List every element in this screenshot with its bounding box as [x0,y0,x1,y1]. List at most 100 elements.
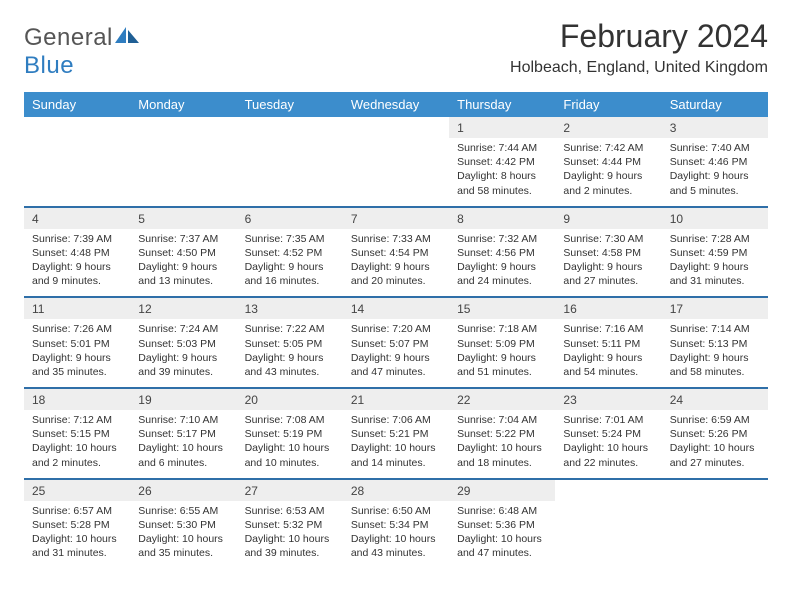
daylight-line2: and 22 minutes. [563,456,653,470]
day-number-cell: 11 [24,298,130,319]
day-number-cell: 24 [662,389,768,410]
day-info-cell: Sunrise: 6:48 AMSunset: 5:36 PMDaylight:… [449,501,555,569]
day-number-cell: 26 [130,480,236,501]
day-info-cell: Sunrise: 7:04 AMSunset: 5:22 PMDaylight:… [449,410,555,478]
sunset-text: Sunset: 5:05 PM [245,337,335,351]
month-title: February 2024 [510,18,768,55]
sunrise-text: Sunrise: 7:24 AM [138,322,228,336]
sunset-text: Sunset: 5:30 PM [138,518,228,532]
day-info-cell [24,138,130,206]
daylight-line1: Daylight: 9 hours [563,351,653,365]
day-info-cell: Sunrise: 7:22 AMSunset: 5:05 PMDaylight:… [237,319,343,387]
day-info-cell [662,501,768,569]
location-text: Holbeach, England, United Kingdom [510,59,768,77]
sunrise-text: Sunrise: 7:35 AM [245,232,335,246]
sunrise-text: Sunrise: 7:42 AM [563,141,653,155]
day-info-cell: Sunrise: 7:14 AMSunset: 5:13 PMDaylight:… [662,319,768,387]
day-info-row: Sunrise: 7:26 AMSunset: 5:01 PMDaylight:… [24,319,768,387]
sunrise-text: Sunrise: 6:48 AM [457,504,547,518]
daylight-line1: Daylight: 9 hours [138,260,228,274]
day-info-cell: Sunrise: 6:53 AMSunset: 5:32 PMDaylight:… [237,501,343,569]
sunset-text: Sunset: 4:46 PM [670,155,760,169]
logo-sail-icon [115,27,139,45]
daylight-line1: Daylight: 10 hours [245,532,335,546]
daynum-row: 2526272829 [24,480,768,501]
daylight-line1: Daylight: 10 hours [351,532,441,546]
daylight-line1: Daylight: 10 hours [563,441,653,455]
day-number-cell: 21 [343,389,449,410]
daylight-line1: Daylight: 9 hours [245,260,335,274]
sunrise-text: Sunrise: 6:53 AM [245,504,335,518]
day-info-cell: Sunrise: 7:06 AMSunset: 5:21 PMDaylight:… [343,410,449,478]
day-number-cell: 9 [555,208,661,229]
sunset-text: Sunset: 5:32 PM [245,518,335,532]
sunrise-text: Sunrise: 6:55 AM [138,504,228,518]
daylight-line2: and 27 minutes. [563,274,653,288]
day-number-cell [662,480,768,501]
daylight-line1: Daylight: 10 hours [670,441,760,455]
daylight-line2: and 10 minutes. [245,456,335,470]
daylight-line1: Daylight: 9 hours [32,351,122,365]
daylight-line1: Daylight: 9 hours [245,351,335,365]
daylight-line2: and 47 minutes. [351,365,441,379]
daylight-line1: Daylight: 9 hours [563,260,653,274]
daylight-line1: Daylight: 9 hours [351,260,441,274]
day-number-cell: 16 [555,298,661,319]
dow-monday: Monday [130,92,236,117]
day-info-cell [237,138,343,206]
sunrise-text: Sunrise: 7:40 AM [670,141,760,155]
day-number-cell: 7 [343,208,449,229]
day-number-cell [24,117,130,138]
sunset-text: Sunset: 5:24 PM [563,427,653,441]
title-block: February 2024 Holbeach, England, United … [510,18,768,77]
sunset-text: Sunset: 5:28 PM [32,518,122,532]
daynum-row: 123 [24,117,768,138]
daylight-line2: and 51 minutes. [457,365,547,379]
day-info-cell: Sunrise: 7:40 AMSunset: 4:46 PMDaylight:… [662,138,768,206]
day-number-cell: 14 [343,298,449,319]
dow-saturday: Saturday [662,92,768,117]
day-info-cell: Sunrise: 7:16 AMSunset: 5:11 PMDaylight:… [555,319,661,387]
sunrise-text: Sunrise: 7:26 AM [32,322,122,336]
daylight-line2: and 35 minutes. [32,365,122,379]
daylight-line2: and 43 minutes. [351,546,441,560]
daylight-line2: and 6 minutes. [138,456,228,470]
day-info-cell: Sunrise: 7:37 AMSunset: 4:50 PMDaylight:… [130,229,236,297]
daylight-line1: Daylight: 9 hours [138,351,228,365]
day-number-cell: 5 [130,208,236,229]
day-number-cell: 25 [24,480,130,501]
sunrise-text: Sunrise: 7:01 AM [563,413,653,427]
sunrise-text: Sunrise: 7:04 AM [457,413,547,427]
sunrise-text: Sunrise: 7:22 AM [245,322,335,336]
day-number-cell: 15 [449,298,555,319]
day-info-cell: Sunrise: 7:26 AMSunset: 5:01 PMDaylight:… [24,319,130,387]
sunrise-text: Sunrise: 7:16 AM [563,322,653,336]
daylight-line2: and 35 minutes. [138,546,228,560]
sunset-text: Sunset: 4:48 PM [32,246,122,260]
daynum-row: 11121314151617 [24,298,768,319]
day-info-cell: Sunrise: 6:50 AMSunset: 5:34 PMDaylight:… [343,501,449,569]
daylight-line2: and 43 minutes. [245,365,335,379]
daylight-line1: Daylight: 9 hours [457,260,547,274]
daylight-line1: Daylight: 10 hours [457,441,547,455]
day-number-cell: 23 [555,389,661,410]
daylight-line2: and 2 minutes. [32,456,122,470]
sunset-text: Sunset: 5:17 PM [138,427,228,441]
day-number-cell: 13 [237,298,343,319]
day-info-cell: Sunrise: 7:35 AMSunset: 4:52 PMDaylight:… [237,229,343,297]
sunset-text: Sunset: 5:11 PM [563,337,653,351]
daylight-line2: and 14 minutes. [351,456,441,470]
day-info-cell: Sunrise: 7:01 AMSunset: 5:24 PMDaylight:… [555,410,661,478]
brand-part1: General [24,24,113,51]
daylight-line1: Daylight: 9 hours [457,351,547,365]
day-info-cell: Sunrise: 6:57 AMSunset: 5:28 PMDaylight:… [24,501,130,569]
daynum-row: 45678910 [24,208,768,229]
sunrise-text: Sunrise: 7:06 AM [351,413,441,427]
day-number-cell [555,480,661,501]
day-info-cell: Sunrise: 7:30 AMSunset: 4:58 PMDaylight:… [555,229,661,297]
day-info-cell: Sunrise: 7:33 AMSunset: 4:54 PMDaylight:… [343,229,449,297]
daylight-line2: and 20 minutes. [351,274,441,288]
daylight-line2: and 31 minutes. [670,274,760,288]
day-number-cell: 2 [555,117,661,138]
sunset-text: Sunset: 5:09 PM [457,337,547,351]
